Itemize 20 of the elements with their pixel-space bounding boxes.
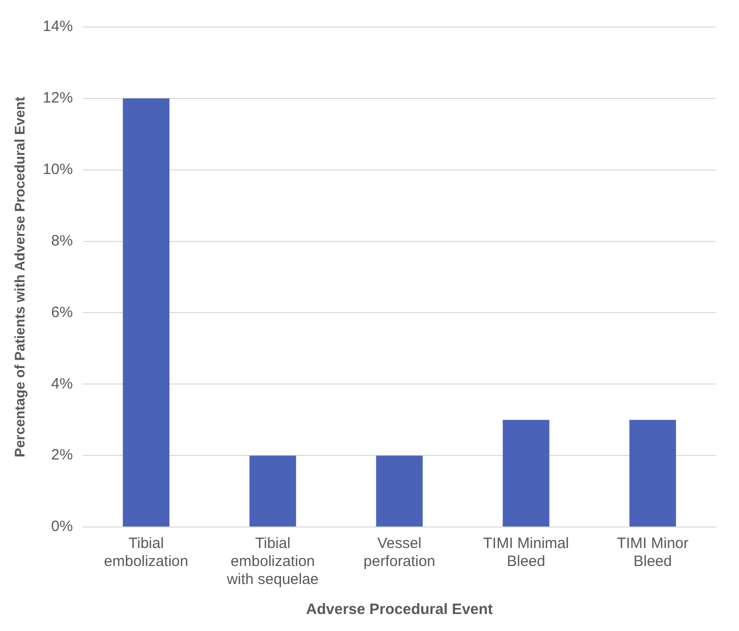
bar bbox=[502, 420, 550, 526]
x-tick-label: TIMI Minimal Bleed bbox=[483, 535, 569, 570]
y-tick-label: 12% bbox=[42, 90, 73, 107]
y-axis-title: Percentage of Patients with Adverse Procedural Event bbox=[11, 96, 28, 458]
y-tick-label: 0% bbox=[51, 518, 73, 536]
x-axis-title: Adverse Procedural Event bbox=[306, 601, 493, 618]
y-tick-label: 8% bbox=[51, 232, 73, 250]
x-tick-label: Vessel perforation bbox=[364, 535, 436, 570]
x-tick-label: TIMI Minor Bleed bbox=[616, 535, 689, 570]
bar bbox=[249, 456, 296, 526]
bar bbox=[376, 456, 423, 526]
y-tick-label: 14% bbox=[42, 18, 73, 36]
y-tick-label: 6% bbox=[51, 304, 73, 321]
bar bbox=[122, 98, 170, 526]
x-tick-label: Tibial embolization with sequelae bbox=[226, 535, 319, 588]
bar bbox=[629, 420, 676, 526]
y-tick-label: 10% bbox=[42, 161, 73, 178]
x-tick-label: Tibial embolization bbox=[104, 535, 188, 570]
y-tick-label: 4% bbox=[51, 375, 73, 392]
y-tick-label: 2% bbox=[51, 446, 73, 464]
